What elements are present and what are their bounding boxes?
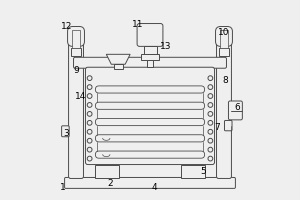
Text: 13: 13: [160, 42, 172, 51]
Text: 11: 11: [132, 20, 144, 29]
Text: 12: 12: [61, 22, 72, 31]
FancyBboxPatch shape: [95, 151, 205, 158]
FancyBboxPatch shape: [229, 101, 242, 120]
Bar: [147, 60, 153, 67]
Bar: [71, 48, 81, 56]
Circle shape: [87, 112, 92, 116]
Circle shape: [208, 129, 213, 134]
Bar: [72, 30, 80, 48]
FancyBboxPatch shape: [95, 135, 205, 142]
Circle shape: [87, 103, 92, 107]
Text: 7: 7: [215, 123, 220, 132]
Circle shape: [208, 103, 213, 107]
Circle shape: [208, 138, 213, 143]
Polygon shape: [106, 54, 130, 64]
FancyBboxPatch shape: [61, 126, 69, 137]
Bar: [141, 54, 159, 60]
Text: 6: 6: [235, 103, 240, 112]
Circle shape: [87, 94, 92, 98]
FancyBboxPatch shape: [95, 86, 205, 93]
Bar: [144, 46, 157, 54]
Text: 10: 10: [218, 28, 229, 37]
Circle shape: [87, 129, 92, 134]
Bar: [219, 48, 229, 56]
Text: 8: 8: [223, 76, 228, 85]
Circle shape: [87, 85, 92, 89]
Circle shape: [87, 156, 92, 161]
Bar: [220, 30, 228, 48]
Circle shape: [208, 112, 213, 116]
Text: 1: 1: [60, 183, 65, 192]
FancyBboxPatch shape: [217, 43, 231, 178]
FancyBboxPatch shape: [95, 118, 205, 126]
Circle shape: [208, 120, 213, 125]
Circle shape: [208, 156, 213, 161]
Circle shape: [208, 94, 213, 98]
Circle shape: [208, 76, 213, 81]
FancyBboxPatch shape: [215, 27, 232, 46]
Text: 2: 2: [107, 179, 113, 188]
FancyBboxPatch shape: [64, 177, 236, 188]
Bar: [181, 165, 205, 178]
Circle shape: [208, 85, 213, 89]
FancyBboxPatch shape: [68, 27, 85, 46]
FancyBboxPatch shape: [85, 67, 214, 165]
Bar: [95, 165, 119, 178]
Circle shape: [87, 120, 92, 125]
Bar: [114, 64, 123, 69]
FancyBboxPatch shape: [224, 120, 232, 131]
FancyBboxPatch shape: [95, 102, 205, 109]
Circle shape: [87, 138, 92, 143]
FancyBboxPatch shape: [137, 24, 163, 46]
Text: 5: 5: [201, 167, 206, 176]
FancyBboxPatch shape: [69, 43, 83, 178]
Text: 9: 9: [74, 66, 80, 75]
Circle shape: [87, 76, 92, 81]
Circle shape: [208, 147, 213, 152]
Circle shape: [87, 147, 92, 152]
Text: 14: 14: [75, 92, 86, 101]
Text: 3: 3: [64, 129, 70, 138]
Text: 4: 4: [151, 183, 157, 192]
FancyBboxPatch shape: [74, 57, 226, 68]
